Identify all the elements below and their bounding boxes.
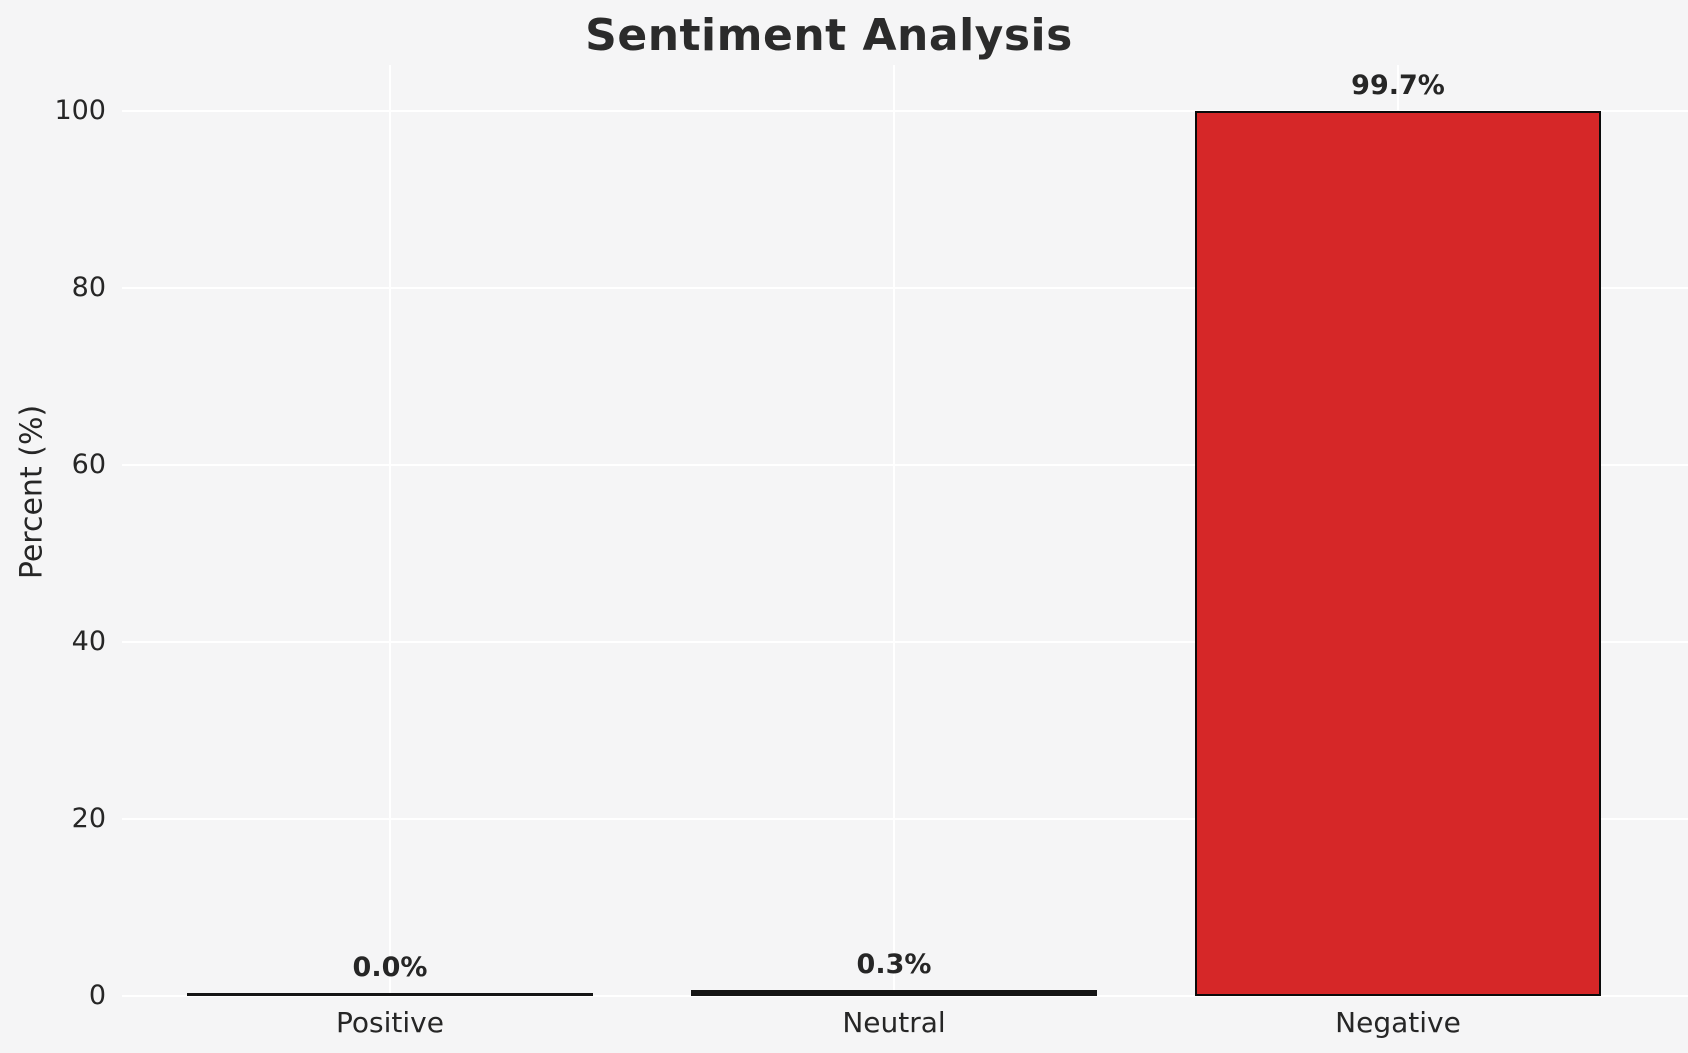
y-tick-label-40: 40 <box>71 626 106 657</box>
x-tick-label-negative: Negative <box>1335 1006 1461 1039</box>
bar-value-positive: 0.0% <box>352 952 428 983</box>
bar-neutral <box>691 990 1097 996</box>
y-tick-label-20: 20 <box>71 803 106 834</box>
y-tick-label-0: 0 <box>88 980 106 1011</box>
bar-value-negative: 99.7% <box>1351 69 1445 101</box>
x-tick-label-neutral: Neutral <box>842 1006 946 1039</box>
v-gridline-positive <box>389 65 391 996</box>
chart-title: Sentiment Analysis <box>585 10 1073 61</box>
bar-value-neutral: 0.3% <box>856 949 932 981</box>
bar-negative <box>1195 110 1601 996</box>
y-axis-label: Percent (%) <box>14 404 50 580</box>
y-tick-label-60: 60 <box>71 449 106 480</box>
bar-positive <box>187 993 593 996</box>
y-tick-label-80: 80 <box>71 272 106 303</box>
y-tick-label-100: 100 <box>54 95 106 126</box>
v-gridline-neutral <box>893 65 895 996</box>
x-tick-label-positive: Positive <box>336 1006 444 1039</box>
